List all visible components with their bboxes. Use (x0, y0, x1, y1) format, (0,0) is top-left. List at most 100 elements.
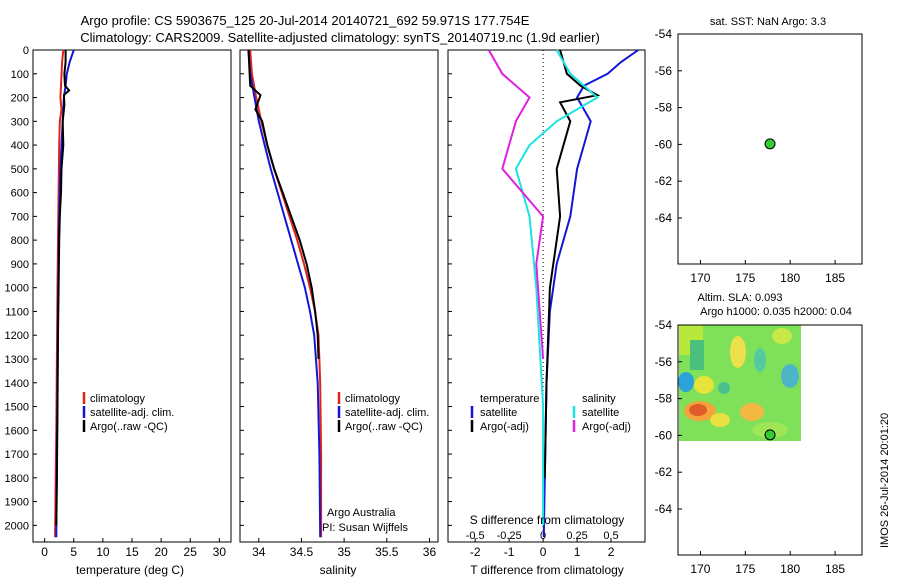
y-tick-label: 1400 (5, 378, 29, 390)
argo-location-marker-bottom (764, 429, 776, 441)
x-tick-label: 20 (154, 545, 168, 559)
x-tick-label: 35.5 (375, 545, 399, 559)
series-t-satellite (542, 49, 639, 538)
difference-panel (447, 49, 646, 543)
y-tick-label: 400 (11, 140, 29, 152)
sla-patch (772, 328, 792, 344)
y-tick-label: 1000 (5, 283, 29, 295)
sla-patch (678, 372, 694, 392)
y-tick-label: 900 (11, 259, 29, 271)
map-y-tick-label: -60 (655, 428, 673, 442)
x-tick-label: 34.5 (290, 545, 314, 559)
x2-tick-label: 0.25 (566, 530, 587, 542)
map-top-frame (677, 33, 863, 265)
sla-patch (689, 404, 707, 416)
map-y-tick-label: -56 (655, 355, 673, 369)
difference-legend: temperature salinity satellite Argo(-adj… (470, 393, 631, 433)
x-tick-label: 5 (70, 545, 77, 559)
y-tick-label: 0 (23, 45, 29, 57)
x-tick-label: 30 (213, 545, 227, 559)
y-tick-label: 100 (11, 69, 29, 81)
temperature-xlabel: temperature (deg C) (76, 563, 184, 577)
x-tick-label: 0 (540, 545, 547, 559)
map-x-tick-label: 185 (825, 562, 845, 576)
y-tick-label: 1300 (5, 354, 29, 366)
argo-location-marker-top (764, 138, 776, 150)
y-tick-label: 1500 (5, 402, 29, 414)
legend-label: Argo(-adj) (582, 421, 631, 433)
x-tick-label: 25 (184, 545, 198, 559)
sla-patch (690, 340, 704, 370)
map-y-tick-label: -58 (655, 392, 673, 406)
sla-patch (694, 376, 714, 394)
sla-patch (740, 403, 764, 421)
x-tick-label: 0 (41, 545, 48, 559)
map-x-tick-label: 175 (735, 562, 755, 576)
legend-label: satellite (582, 407, 619, 419)
legend-label: climatology (90, 393, 146, 405)
legend-label: satellite-adj. clim. (90, 407, 174, 419)
sla-field (678, 325, 801, 441)
x-tick-label: 34 (252, 545, 266, 559)
legend-label: Argo(..raw -QC) (90, 421, 168, 433)
map-x-tick-label: 180 (780, 562, 800, 576)
series-t-argo-adj- (543, 49, 601, 478)
map-bottom-frame (677, 324, 863, 556)
map-top-ticks: 170 175 180 185 -54 -56 -58 -60 -62 -64 (655, 27, 846, 285)
map-bottom-title2: Argo h1000: 0.035 h2000: 0.04 (700, 306, 852, 318)
map-bottom-ticks: 170 175 180 185 -54 -56 -58 -60 -62 -64 (655, 318, 846, 576)
salinity-panel (239, 49, 439, 543)
x-tick-label: 1 (574, 545, 581, 559)
header-line2: Climatology: CARS2009. Satellite-adjuste… (80, 30, 600, 45)
sla-patch (710, 413, 730, 427)
map-y-tick-label: -64 (655, 211, 673, 225)
y-tick-label: 1600 (5, 425, 29, 437)
legend-label: Argo(-adj) (480, 421, 529, 433)
y-tick-label: 800 (11, 235, 29, 247)
map-y-tick-label: -62 (655, 174, 673, 188)
map-x-tick-label: 170 (690, 562, 710, 576)
y-tick-label: 1700 (5, 449, 29, 461)
legend-label: satellite-adj. clim. (345, 407, 429, 419)
x-tick-label: 2 (608, 545, 615, 559)
x-tick-label: 36 (423, 545, 437, 559)
y-tick-label: 500 (11, 164, 29, 176)
salinity-legend: climatology satellite-adj. clim. Argo(..… (322, 392, 429, 534)
series-satellite-adj-clim- (247, 49, 322, 538)
map-x-tick-label: 185 (825, 271, 845, 285)
map-y-tick-label: -60 (655, 137, 673, 151)
series-s-satellite (514, 49, 600, 526)
difference-x2label: S difference from climatology (470, 513, 625, 527)
credit-line2: PI: Susan Wijffels (322, 522, 408, 534)
sla-patch (718, 382, 730, 394)
x-tick-label: -1 (504, 545, 515, 559)
y-tick-label: 600 (11, 188, 29, 200)
legend-label: climatology (345, 393, 401, 405)
map-y-tick-label: -58 (655, 101, 673, 115)
y-tick-label: 700 (11, 211, 29, 223)
x-tick-label: 10 (96, 545, 110, 559)
legend-label: satellite (480, 407, 517, 419)
credit-line1: Argo Australia (327, 507, 396, 519)
sla-patch (781, 364, 799, 388)
y-tick-label: 200 (11, 93, 29, 105)
map-y-tick-label: -54 (655, 27, 673, 41)
y-tick-label: 2000 (5, 520, 29, 532)
map-y-tick-label: -56 (655, 64, 673, 78)
series-argo-raw-qc- (55, 50, 71, 526)
profile-lines (54, 49, 639, 542)
x-tick-label: 15 (125, 545, 139, 559)
x2-tick-label: -0.25 (497, 530, 522, 542)
map-bottom-title1: Altim. SLA: 0.093 (698, 292, 783, 304)
sla-patch (730, 336, 746, 368)
sla-patch (754, 348, 766, 372)
y-tick-label: 1100 (5, 306, 29, 318)
map-x-tick-label: 180 (780, 271, 800, 285)
legend-title-temperature: temperature (480, 393, 539, 405)
y-tick-label: 300 (11, 116, 29, 128)
map-y-tick-label: -54 (655, 318, 673, 332)
y-tick-label: 1800 (5, 473, 29, 485)
series-argo-raw-qc- (247, 49, 320, 360)
x2-tick-label: -0.5 (466, 530, 485, 542)
